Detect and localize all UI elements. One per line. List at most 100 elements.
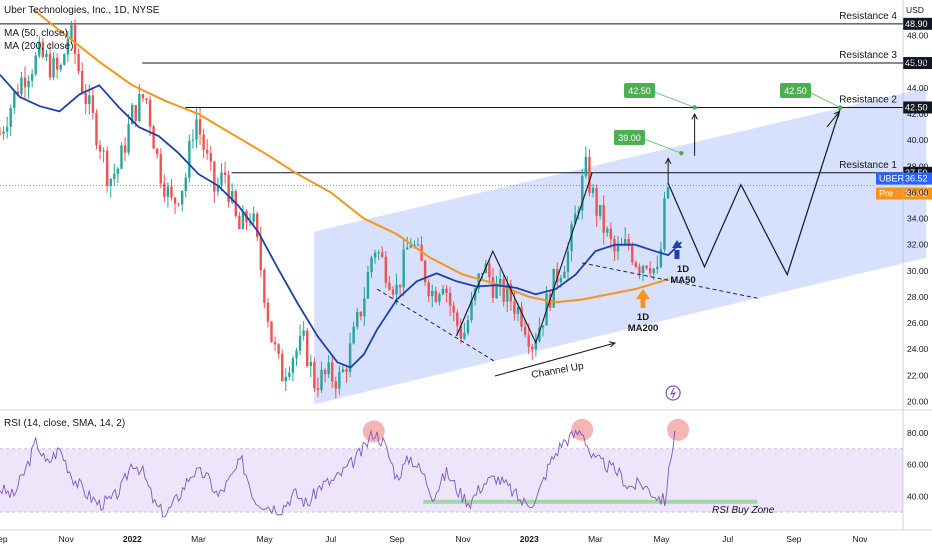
ma200-legend: MA (200, close) — [4, 41, 73, 52]
price-tick-label: 44.00 — [907, 83, 929, 93]
candle-up — [9, 107, 12, 127]
ma200-arrow-shaft — [640, 299, 646, 308]
candle-up — [127, 124, 130, 153]
target-label-3-dot — [837, 105, 843, 110]
candle-up — [352, 326, 355, 344]
candle-up — [366, 272, 370, 299]
price-tag-value-bg-0 — [903, 172, 932, 185]
rsi-buy-zone-bar — [423, 499, 758, 504]
time-tick-label: 2022 — [123, 534, 142, 544]
target-label-1: 42.50 — [628, 86, 651, 96]
candle-down — [16, 91, 20, 95]
candle-up — [216, 185, 220, 192]
candle-down — [631, 246, 634, 263]
candle-down — [627, 239, 630, 247]
candles — [0, 19, 670, 399]
candle-down — [316, 388, 320, 390]
resistance-tag-4: 48.90 — [905, 19, 928, 29]
candle-up — [559, 278, 563, 283]
candle-down — [159, 154, 162, 184]
price-tick-label: 42.00 — [907, 109, 929, 119]
candle-down — [80, 71, 84, 94]
candle-up — [534, 341, 538, 350]
candle-down — [520, 307, 523, 327]
price-tick-label: 34.00 — [907, 214, 929, 224]
candle-down — [334, 381, 337, 389]
candle-up — [295, 350, 298, 359]
candle-up — [463, 332, 466, 339]
time-tick-label: May — [654, 534, 671, 544]
candle-up — [538, 327, 541, 342]
candle-down — [609, 228, 613, 239]
projection-path — [667, 108, 841, 277]
time-tick-label: Nov — [59, 534, 75, 544]
target-label-2-bg — [614, 130, 645, 145]
price-tag-symbol-0: UBER — [879, 174, 905, 184]
candle-up — [284, 376, 287, 382]
price-tag-symbol-bg-0 — [876, 172, 903, 185]
candle-down — [359, 311, 363, 317]
target-label-2-dot — [679, 151, 684, 156]
price-tag-symbol-bg-1 — [876, 187, 903, 200]
ma200-line — [32, 8, 669, 304]
candle-up — [663, 198, 666, 250]
candle-up — [327, 362, 330, 375]
candle-up — [477, 273, 480, 289]
candle-down — [456, 312, 459, 326]
candle-up — [470, 300, 473, 321]
candle-down — [345, 369, 348, 372]
candle-down — [155, 148, 159, 155]
candle-up — [120, 145, 123, 169]
candle-up — [13, 91, 16, 108]
candle-down — [98, 145, 102, 152]
candle-up — [298, 335, 302, 351]
candle-down — [223, 172, 227, 175]
candle-up — [338, 371, 341, 389]
rsi-panel: RSI Buy Zone — [0, 385, 903, 518]
candle-up — [288, 372, 291, 377]
candle-down — [388, 282, 391, 290]
candle-down — [277, 344, 280, 354]
candle-down — [23, 77, 27, 88]
target-label-3-bg — [780, 83, 811, 98]
time-tick-label: Sep — [786, 534, 801, 544]
target-label-1-dot — [692, 105, 697, 110]
candle-up — [363, 298, 366, 317]
candle-up — [231, 191, 234, 203]
candle-up — [591, 188, 595, 193]
price-tick-label: 26.00 — [907, 318, 929, 328]
moving-averages — [0, 8, 683, 369]
dashed-trendline-0 — [376, 288, 497, 363]
candle-down — [177, 203, 180, 205]
rsi-tick-label: 80.00 — [907, 428, 929, 438]
ma200-tf-label: 1D — [637, 312, 649, 323]
time-tick-label: 2023 — [520, 534, 539, 544]
ma50-arrow-up — [672, 240, 682, 248]
candle-up — [356, 311, 359, 327]
candle-down — [509, 284, 513, 302]
candle-up — [102, 150, 105, 152]
candle-down — [595, 188, 598, 216]
time-tick-label: Nov — [456, 534, 472, 544]
candle-down — [523, 326, 527, 335]
candle-down — [638, 266, 641, 274]
candle-up — [598, 205, 602, 216]
rsi-line — [0, 429, 676, 518]
candle-up — [59, 64, 62, 70]
price-tick-label: 28.00 — [907, 292, 929, 302]
candle-up — [88, 95, 91, 105]
candle-down — [202, 134, 205, 150]
candle-up — [406, 247, 409, 250]
price-tick-label: 38.00 — [907, 161, 929, 171]
candle-up — [495, 284, 498, 299]
candle-down — [531, 346, 534, 350]
candle-up — [45, 54, 48, 57]
candle-down — [459, 325, 463, 339]
target-label-2: 39.00 — [618, 133, 641, 143]
candle-down — [173, 197, 177, 204]
candle-down — [238, 215, 241, 230]
candle-down — [259, 237, 262, 271]
candle-up — [166, 186, 170, 197]
